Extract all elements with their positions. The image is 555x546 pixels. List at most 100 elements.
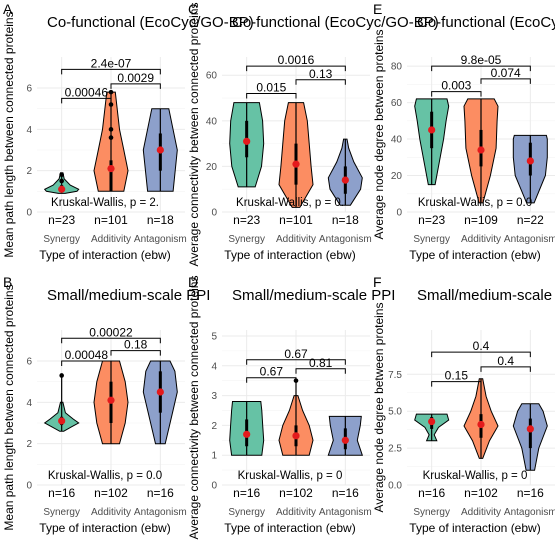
comparison-bracket (61, 97, 112, 104)
comparison-pvalue: 0.0016 (278, 53, 315, 67)
mean-point (526, 157, 534, 165)
panel-letter: F (373, 274, 382, 290)
x-tick-label: Additivity (276, 507, 316, 518)
panel-title: Co-functional (EcoCyc/GO-BP) (232, 14, 439, 31)
x-tick-label: Synergy (43, 234, 80, 245)
sample-count: n=16 (233, 486, 260, 500)
y-tick-label: 0 (26, 481, 32, 492)
mean-point (156, 146, 164, 154)
x-tick-label: Additivity (91, 507, 131, 518)
mean-point (243, 137, 251, 145)
y-tick-label: 7.5 (388, 370, 402, 381)
sample-count: n=101 (279, 213, 313, 227)
sample-count: n=16 (147, 486, 174, 500)
sample-count: n=102 (279, 486, 313, 500)
panel-title: Small/medium-scale PPI (417, 287, 555, 304)
comparison-pvalue: 0.00046 (65, 85, 109, 99)
kruskal-wallis-label: Kruskal-Wallis, p = 0. (236, 197, 344, 209)
x-tick-label: Synergy (43, 507, 80, 518)
mean-point (292, 432, 300, 440)
sample-count: n=18 (332, 213, 359, 227)
outlier-point (108, 135, 114, 140)
y-tick-label: 5.0 (388, 407, 402, 418)
sample-count: n=102 (94, 486, 128, 500)
boxplot-box (109, 160, 113, 192)
comparison-pvalue: 0.67 (260, 365, 284, 379)
comparison-bracket (246, 92, 297, 99)
y-axis-title: Average node degree between proteins (372, 303, 386, 513)
y-tick-label: 80 (391, 62, 403, 73)
comparison-bracket (295, 368, 346, 374)
x-tick-label: Antagonism (504, 234, 555, 245)
x-tick-label: Synergy (413, 234, 450, 245)
comparison-bracket (61, 68, 161, 75)
panel-b: 0 2 4 6 0.00048 0.180.00022 Kruskal-Wallis, p … (2, 274, 210, 535)
sample-count: n=16 (332, 486, 359, 500)
comparison-pvalue: 2.4e-07 (91, 56, 132, 70)
panel-letter: C (188, 1, 198, 17)
y-tick-label: 2 (26, 166, 32, 177)
y-tick-label: 2 (211, 421, 217, 432)
y-tick-label: 6 (26, 84, 32, 95)
x-axis-title: Type of interaction (ebw) (224, 521, 355, 535)
comparison-pvalue: 0.4 (497, 354, 514, 368)
x-tick-label: Synergy (228, 234, 265, 245)
comparison-pvalue: 0.015 (256, 80, 286, 94)
mean-point (428, 126, 436, 134)
boxplot-box (528, 418, 532, 449)
panel-title: Co-functional (EcoCyc/GO-BP) (47, 14, 254, 31)
comparison-bracket (61, 337, 161, 344)
y-tick-label: 0 (211, 208, 217, 219)
panel-letter: E (373, 1, 382, 17)
sample-count: n=22 (517, 213, 544, 227)
panel-letter: B (3, 274, 12, 290)
comparison-pvalue: 0.81 (309, 356, 333, 370)
y-tick-label: 1 (211, 451, 217, 462)
comparison-bracket (295, 79, 346, 85)
y-tick-label: 40 (206, 116, 218, 127)
y-tick-label: 3 (211, 391, 217, 402)
x-axis-title: Type of interaction (ebw) (409, 521, 540, 535)
mean-point (428, 417, 436, 426)
comparison-pvalue: 0.003 (441, 79, 471, 93)
y-axis-title: Average node degree between proteins (372, 30, 386, 240)
y-tick-label: 2.5 (388, 444, 402, 455)
comparison-pvalue: 0.4 (473, 339, 490, 353)
comparison-bracket (246, 377, 297, 383)
mean-point (526, 425, 534, 433)
outlier-point (59, 373, 64, 378)
panel-c: 0 20 40 60 0.015 0.130.0016 Kruskal-Wallis, p … (187, 1, 439, 266)
sample-count: n=16 (48, 486, 75, 500)
mean-point (107, 165, 115, 173)
sample-count: n=23 (418, 213, 445, 227)
y-tick-label: 60 (206, 71, 218, 82)
mean-point (341, 176, 349, 184)
y-tick-label: 4 (26, 125, 32, 136)
mean-point (107, 396, 115, 404)
kruskal-wallis-label: Kruskal-Wallis, p = 0 (423, 470, 528, 482)
x-tick-label: Synergy (413, 507, 450, 518)
mean-point (477, 420, 485, 429)
outlier-point (108, 127, 114, 132)
sample-count: n=23 (233, 213, 260, 227)
y-axis-title: Average connectivity between connected p… (187, 3, 201, 267)
x-axis-title: Type of interaction (ebw) (39, 248, 170, 262)
sample-count: n=16 (418, 486, 445, 500)
comparison-bracket (431, 65, 531, 72)
x-tick-label: Additivity (461, 234, 501, 245)
x-tick-label: Antagonism (504, 507, 555, 518)
comparison-pvalue: 0.00048 (65, 348, 109, 362)
x-tick-label: Antagonism (319, 507, 372, 518)
kruskal-wallis-label: Kruskal-Wallis, p = 0.0 (418, 197, 532, 209)
kruskal-wallis-label: Kruskal-Wallis, p = 0 (238, 470, 343, 482)
y-tick-label: 4 (26, 398, 32, 409)
y-tick-label: 0 (396, 208, 402, 219)
y-tick-label: 0 (211, 481, 217, 492)
sample-count: n=102 (464, 486, 498, 500)
comparison-bracket (246, 359, 346, 365)
comparison-pvalue: 0.13 (309, 67, 333, 81)
mean-point (243, 430, 251, 438)
